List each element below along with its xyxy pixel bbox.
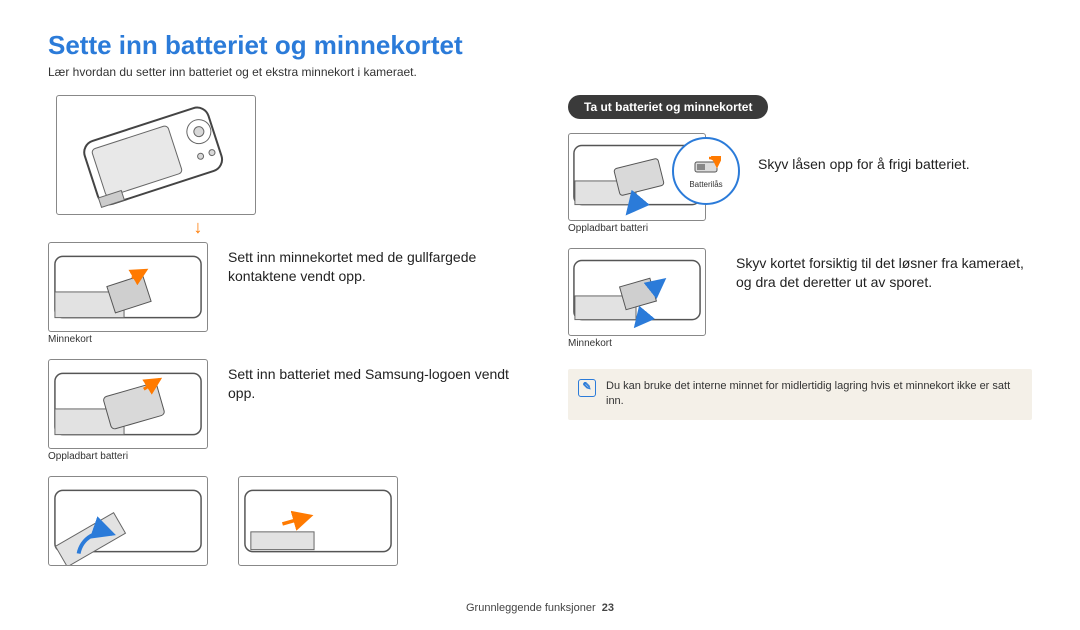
page-title: Sette inn batteriet og minnekortet (48, 30, 1032, 61)
row-remove-card: Minnekort Skyv kortet forsiktig til det … (568, 248, 1032, 349)
content-columns: ↓ Minnekort Sett inn minnekortet med de … (48, 95, 1032, 580)
label-remove-card: Minnekort (568, 338, 706, 349)
page-subtitle: Lær hvordan du setter inn batteriet og e… (48, 65, 1032, 79)
battery-insert-icon (49, 359, 207, 449)
illus-close-1 (48, 476, 208, 566)
row-remove-battery: Batterilås Oppladbart batteri Skyv låsen… (568, 133, 1032, 234)
illus-remove-card (568, 248, 706, 336)
camera-icon (66, 100, 246, 210)
lock-slider-icon (691, 154, 721, 178)
close-door-icon-2 (239, 476, 397, 566)
column-right: Ta ut batteriet og minnekortet (568, 95, 1032, 580)
section-heading-remove: Ta ut batteriet og minnekortet (568, 95, 768, 119)
row-insert-battery: Oppladbart batteri Sett inn batteriet me… (48, 359, 528, 462)
illus-insert-card (48, 242, 208, 332)
note-box: ✎ Du kan bruke det interne minnet for mi… (568, 369, 1032, 420)
desc-remove-battery: Skyv låsen opp for å frigi batteriet. (758, 133, 970, 174)
label-minnekort: Minnekort (48, 334, 208, 345)
desc-insert-battery: Sett inn batteriet med Samsung-logoen ve… (228, 359, 528, 403)
row-insert-card: Minnekort Sett inn minnekortet med de gu… (48, 242, 528, 345)
illus-camera-overview (56, 95, 256, 215)
column-left: ↓ Minnekort Sett inn minnekortet med de … (48, 95, 528, 580)
arrow-down-icon: ↓ (188, 217, 208, 238)
illus-close-2 (238, 476, 398, 566)
desc-insert-card: Sett inn minnekortet med de gullfargede … (228, 242, 528, 286)
label-remove-battery: Oppladbart batteri (568, 223, 706, 234)
callout-battery-lock: Batterilås (672, 137, 740, 205)
footer-section: Grunnleggende funksjoner (466, 602, 596, 614)
close-door-icon-1 (49, 476, 207, 566)
footer-page-number: 23 (602, 602, 614, 614)
illus-block-battery: Oppladbart batteri (48, 359, 208, 462)
row-close-door (48, 476, 528, 566)
illus-block-remove-card: Minnekort (568, 248, 706, 349)
desc-remove-card: Skyv kortet forsiktig til det løsner fra… (736, 248, 1032, 292)
illus-insert-battery (48, 359, 208, 449)
page-footer: Grunnleggende funksjoner 23 (0, 602, 1080, 614)
callout-label-batterilaas: Batterilås (689, 180, 722, 189)
note-icon: ✎ (578, 379, 596, 397)
card-insert-icon (49, 242, 207, 332)
remove-card-icon (569, 248, 705, 336)
illus-block-card: Minnekort (48, 242, 208, 345)
note-text: Du kan bruke det interne minnet for midl… (606, 380, 1010, 407)
label-oppladbart-batteri: Oppladbart batteri (48, 451, 208, 462)
illus-block-remove-battery: Batterilås Oppladbart batteri (568, 133, 706, 234)
